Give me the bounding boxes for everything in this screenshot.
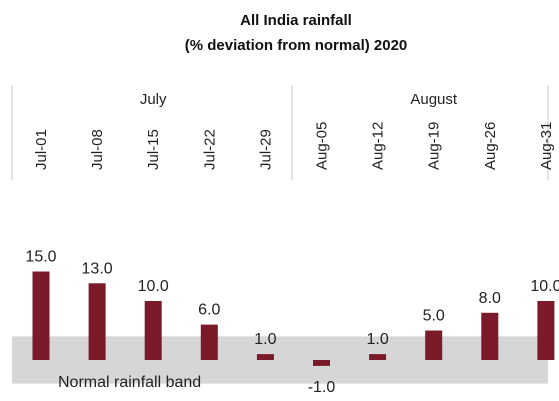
tick-label: Aug-26 (482, 122, 499, 170)
chart-title-line1: All India rainfall (240, 12, 352, 29)
bar-aug-19 (425, 330, 443, 360)
value-label: 1.0 (254, 331, 276, 348)
value-label: 8.0 (479, 290, 501, 307)
value-label: -1.0 (308, 379, 336, 396)
bar-aug-31 (537, 301, 555, 360)
bar-jul-22 (200, 324, 218, 360)
tick-label: Jul-15 (145, 129, 162, 170)
bar-aug-26 (481, 312, 499, 360)
value-label: 15.0 (25, 249, 56, 266)
value-label: 13.0 (82, 260, 113, 277)
tick-label: Aug-31 (538, 122, 555, 170)
value-label: 10.0 (138, 278, 169, 295)
value-label: 5.0 (423, 308, 445, 325)
bar-aug-12 (369, 354, 387, 360)
tick-label: Aug-19 (426, 122, 443, 170)
value-label: 6.0 (198, 302, 220, 319)
bar-jul-15 (144, 301, 162, 360)
tick-label: Jul-22 (201, 129, 218, 170)
plot-area: Normal rainfall band July August Jul-01 Jul-… (11, 86, 559, 396)
value-label: 10.0 (530, 278, 559, 295)
bar-jul-29 (256, 354, 274, 360)
month-label-august: August (410, 91, 458, 108)
tick-label: Jul-29 (257, 129, 274, 170)
tick-label: Aug-12 (370, 122, 387, 170)
bar-jul-08 (88, 283, 106, 360)
tick-label: Aug-05 (314, 122, 331, 170)
bar-jul-01 (32, 271, 50, 360)
chart-title-line2: (% deviation from normal) 2020 (185, 37, 408, 54)
tick-label: Jul-01 (33, 129, 50, 170)
band-label: Normal rainfall band (58, 374, 201, 391)
tick-label: Jul-08 (89, 129, 106, 170)
value-label: 1.0 (366, 331, 388, 348)
bar-aug-05 (313, 360, 330, 366)
month-label-july: July (140, 91, 167, 108)
